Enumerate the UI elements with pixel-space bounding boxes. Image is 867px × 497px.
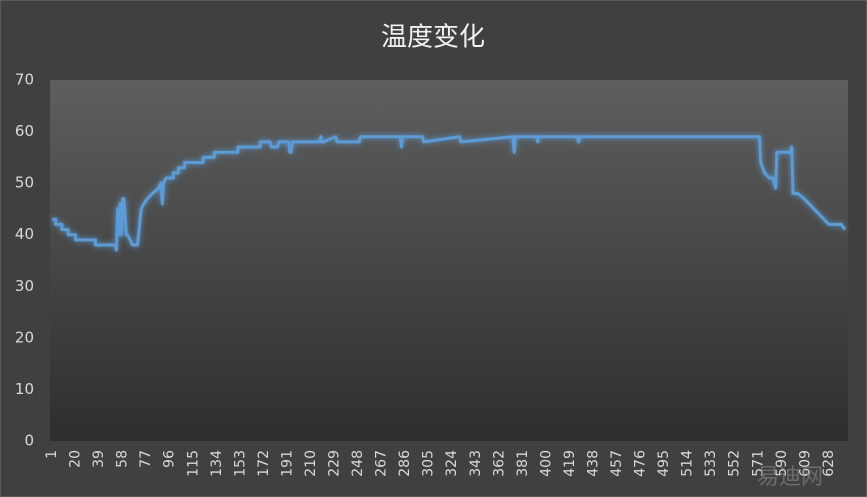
x-tick-label: 552 <box>727 450 743 477</box>
y-tick-label: 60 <box>15 122 34 140</box>
x-tick-label: 324 <box>444 450 460 477</box>
plot-area <box>50 80 848 441</box>
x-tick-label: 210 <box>303 450 319 477</box>
x-tick-label: 609 <box>797 450 813 477</box>
x-tick-label: 457 <box>609 450 625 477</box>
x-tick-label: 286 <box>397 450 413 477</box>
y-tick-label: 40 <box>15 225 34 243</box>
x-tick-label: 590 <box>774 450 790 477</box>
x-tick-label: 115 <box>185 450 201 477</box>
x-tick-label: 77 <box>138 450 154 468</box>
watermark: 易迪网 <box>757 465 823 490</box>
x-tick-label: 628 <box>821 450 837 477</box>
x-tick-label: 191 <box>279 450 295 477</box>
x-tick-label: 533 <box>703 450 719 477</box>
x-tick-label: 58 <box>115 450 131 468</box>
y-tick-label: 50 <box>15 174 34 192</box>
x-tick-label: 362 <box>491 450 507 477</box>
x-tick-label: 229 <box>327 450 343 477</box>
x-tick-label: 571 <box>750 450 766 477</box>
x-tick-label: 96 <box>162 450 178 468</box>
x-tick-label: 514 <box>680 450 696 477</box>
x-tick-label: 172 <box>256 450 272 477</box>
chart-title: 温度变化 <box>381 23 485 53</box>
y-tick-label: 70 <box>15 71 34 89</box>
y-tick-label: 0 <box>24 432 34 450</box>
y-tick-label: 10 <box>15 380 34 398</box>
x-tick-label: 20 <box>68 450 84 468</box>
x-tick-label: 248 <box>350 450 366 477</box>
x-tick-label: 381 <box>515 450 531 477</box>
line-series <box>52 135 847 252</box>
x-tick-label: 305 <box>421 450 437 477</box>
y-tick-label: 30 <box>15 277 34 295</box>
x-tick-label: 419 <box>562 450 578 477</box>
x-tick-label: 1 <box>44 450 60 459</box>
x-tick-label: 153 <box>232 450 248 477</box>
x-tick-label: 400 <box>538 450 554 477</box>
x-tick-label: 476 <box>633 450 649 477</box>
x-tick-label: 134 <box>209 450 225 477</box>
x-tick-label: 343 <box>468 450 484 477</box>
x-tick-label: 438 <box>585 450 601 477</box>
y-tick-label: 20 <box>15 328 34 346</box>
x-tick-label: 495 <box>656 450 672 477</box>
x-tick-label: 267 <box>374 450 390 477</box>
x-tick-label: 39 <box>91 450 107 468</box>
